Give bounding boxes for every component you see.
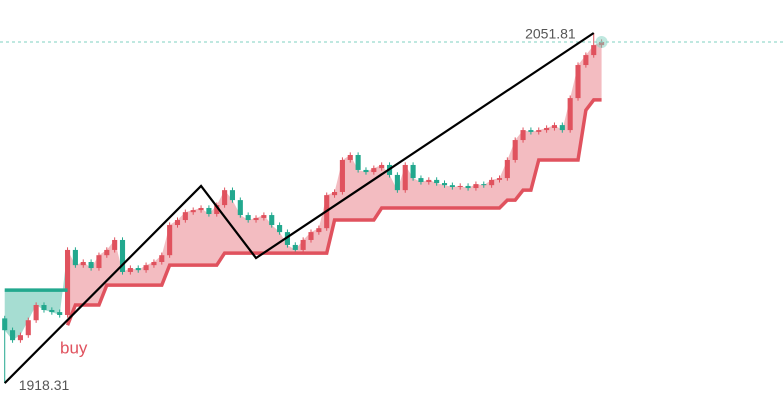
- candle-body: [127, 268, 133, 272]
- candle-body: [174, 220, 181, 226]
- candle-body: [567, 98, 573, 131]
- candle-body: [49, 309, 55, 313]
- candle-body: [591, 45, 597, 56]
- candle-body: [182, 212, 188, 221]
- candle-body: [2, 318, 8, 331]
- candle-body: [17, 335, 23, 341]
- candle-body: [292, 244, 298, 250]
- candle-body: [237, 200, 243, 216]
- candle-body: [559, 125, 565, 131]
- candle-body: [355, 154, 361, 170]
- candle-body: [261, 215, 267, 218]
- candle-body: [551, 125, 558, 128]
- candle-body: [379, 164, 385, 169]
- candle-body: [253, 217, 259, 221]
- candle-body: [363, 169, 369, 173]
- candle-body: [10, 330, 16, 341]
- candle-body: [159, 255, 165, 263]
- trend-fill: [67, 41, 602, 326]
- candle-body: [151, 262, 157, 266]
- candle-body: [504, 159, 510, 179]
- candle-body: [457, 185, 463, 187]
- candle-body: [214, 205, 220, 215]
- candle-body: [167, 225, 173, 256]
- candle-body: [308, 232, 314, 240]
- candle-body: [119, 239, 126, 272]
- candle-body: [277, 225, 283, 233]
- candle-body: [88, 262, 94, 269]
- signal-label: buy: [60, 338, 88, 357]
- high-label: 2051.81: [525, 26, 576, 42]
- candle-body: [489, 179, 495, 186]
- candle-body: [198, 207, 204, 211]
- candle-body: [583, 55, 589, 66]
- candle-body: [300, 239, 306, 250]
- candle-body: [229, 190, 236, 201]
- candle-body: [332, 191, 338, 196]
- candle-body: [496, 178, 503, 180]
- low-label: 1918.31: [19, 377, 70, 393]
- candle-body: [222, 190, 228, 206]
- trend-fill: [4, 249, 68, 341]
- candle-body: [339, 159, 345, 192]
- candle-body: [434, 179, 440, 184]
- zigzag-line: [3, 32, 595, 384]
- candle-body: [143, 265, 149, 271]
- candle-body: [544, 127, 550, 131]
- candle-body: [25, 320, 31, 336]
- candle-body: [135, 268, 141, 271]
- candle-body: [316, 228, 322, 233]
- trend-line: [65, 98, 602, 326]
- candle-body: [347, 154, 353, 160]
- candle-body: [80, 262, 86, 266]
- candle-body: [426, 179, 432, 183]
- candle-body: [575, 65, 581, 99]
- candle-body: [104, 249, 110, 256]
- candle-body: [465, 185, 471, 189]
- candle-body: [528, 130, 534, 132]
- last-price-dot: [595, 35, 608, 48]
- candle-body: [190, 210, 196, 213]
- candle-body: [96, 255, 102, 269]
- candle-body: [449, 185, 455, 187]
- candle-body: [57, 312, 63, 315]
- candle-body: [33, 305, 39, 321]
- candle-body: [64, 249, 71, 315]
- candle-body: [512, 140, 518, 160]
- candle-body: [481, 184, 487, 186]
- candle-body: [520, 130, 526, 141]
- candle-body: [245, 215, 251, 221]
- candle-body: [112, 239, 118, 250]
- candle-body: [410, 164, 416, 179]
- candle-body: [72, 249, 78, 266]
- candle-body: [441, 183, 448, 186]
- candle-body: [394, 174, 400, 191]
- candle-body: [418, 178, 424, 183]
- candle-body: [473, 184, 479, 189]
- candle-body: [206, 207, 212, 215]
- candle-body: [536, 130, 542, 132]
- candle-body: [371, 168, 377, 173]
- candle-body: [41, 305, 47, 310]
- candle-body: [402, 164, 408, 191]
- candle-body: [284, 232, 290, 245]
- candle-body: [269, 215, 275, 226]
